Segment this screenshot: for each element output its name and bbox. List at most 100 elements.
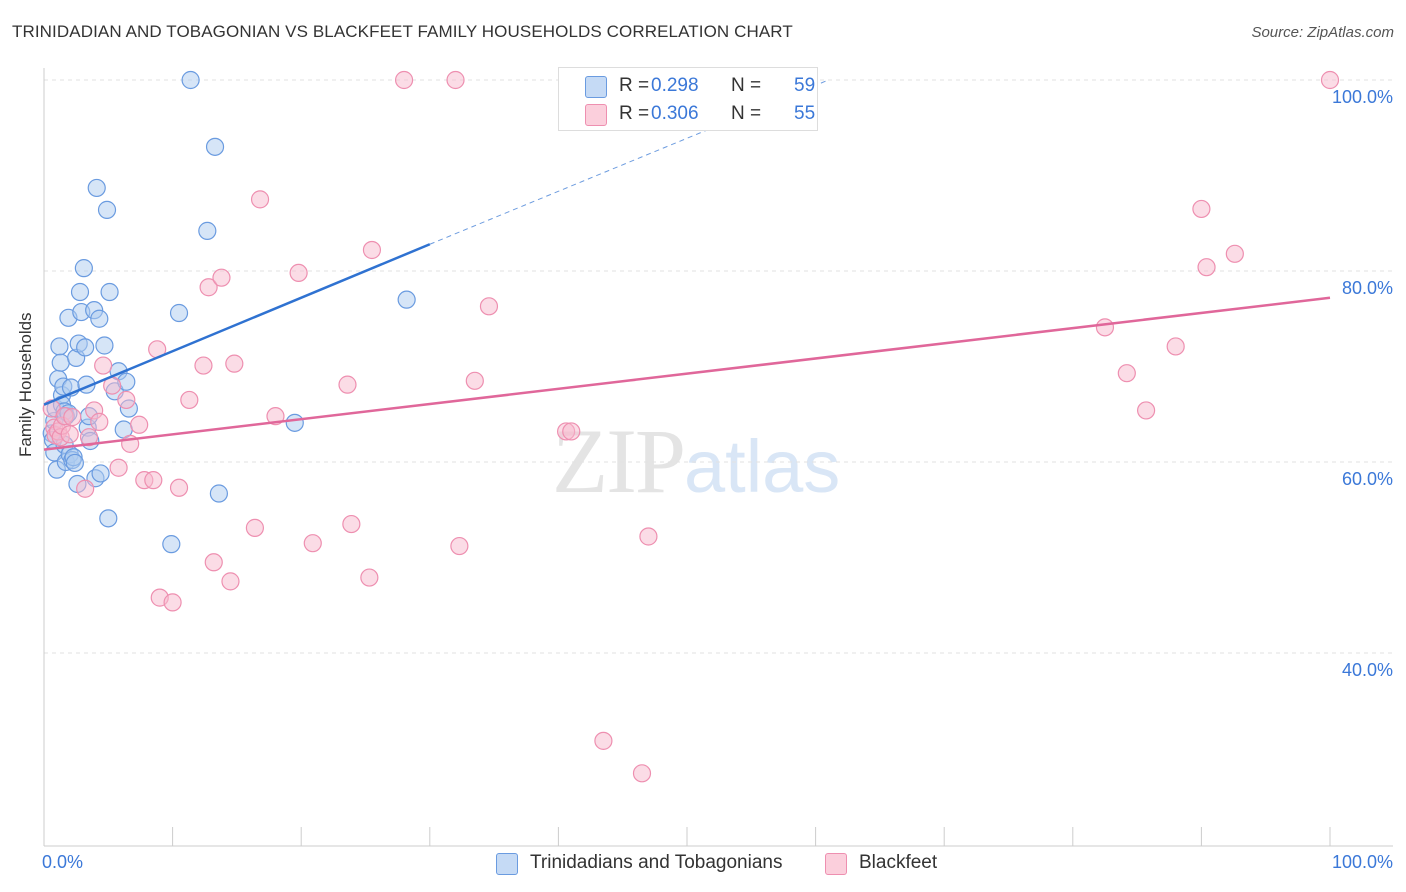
blackfeet-point-44	[465, 371, 484, 390]
blackfeet-point-56	[1197, 258, 1216, 277]
blackfeet-point-50	[639, 527, 658, 546]
x-tick-label-100: 100.0%	[1331, 852, 1393, 872]
blackfeet-point-29	[212, 268, 231, 287]
bottom-legend-swatch-pink	[825, 853, 847, 875]
blackfeet-point-47	[562, 422, 581, 441]
blackfeet-point-9	[76, 479, 95, 498]
trinidadians-point-37	[90, 309, 109, 328]
trinidadians-point-29	[76, 338, 95, 357]
trinidadians-point-49	[169, 303, 189, 323]
blackfeet-point-33	[250, 190, 270, 209]
blackfeet-point-58	[1320, 70, 1340, 90]
blackfeet-point-12	[90, 412, 109, 431]
blackfeet-point-18	[130, 415, 149, 434]
blackfeet-point-40	[362, 240, 382, 260]
blackfeet-point-51	[1095, 318, 1115, 337]
blackfeet-point-54	[1166, 337, 1185, 356]
trinidadians-point-52	[205, 137, 225, 156]
legend-n-label: N =	[731, 75, 762, 96]
trinidadians-point-40	[97, 200, 117, 219]
blackfeet-point-41	[394, 70, 414, 90]
blackfeet-point-15	[109, 458, 128, 477]
blackfeet-point-20	[144, 471, 163, 490]
watermark: ZIPatlas	[552, 408, 840, 514]
blackfeet-point-31	[225, 354, 244, 373]
bottom-legend-label: Trinidadians and Tobagonians	[530, 852, 783, 873]
blackfeet-point-36	[303, 534, 322, 553]
trinidadians-point-48	[162, 535, 181, 554]
trinidadians-point-53	[209, 484, 228, 503]
axes	[43, 68, 1393, 847]
watermark-atlas: atlas	[684, 425, 841, 508]
trinidadians-point-38	[91, 464, 110, 483]
series-blackfeet-points	[42, 70, 1340, 783]
blackfeet-point-28	[204, 553, 223, 572]
x-tick-label-0: 0.0%	[42, 852, 84, 872]
gridlines	[44, 79, 1393, 654]
blackfeet-point-45	[479, 297, 499, 316]
legend-r-label: R =	[619, 103, 650, 124]
legend-swatch-blue	[585, 76, 607, 98]
y-tick-label-80: 80.0%	[1341, 278, 1393, 298]
legend-r-value: 0.298	[651, 75, 699, 96]
chart-title: TRINIDADIAN AND TOBAGONIAN VS BLACKFEET …	[12, 22, 793, 41]
blackfeet-point-39	[360, 568, 379, 587]
blackfeet-point-48	[594, 731, 613, 750]
trend-lines	[43, 79, 1331, 451]
blackfeet-point-23	[163, 593, 182, 612]
bottom-legend-label: Blackfeet	[859, 852, 938, 873]
blackfeet-point-8	[63, 408, 82, 427]
trinidadians-point-7	[50, 337, 69, 356]
blackfeet-point-43	[450, 536, 469, 556]
trinidadians-point-28	[74, 259, 93, 278]
blackfeet-point-57	[1225, 244, 1244, 263]
legend-r-value: 0.306	[651, 103, 699, 124]
blackfeet-point-34	[266, 407, 285, 426]
legend-n-value: 59	[794, 75, 816, 96]
blackfeet-point-52	[1117, 364, 1136, 383]
trinidadians-point-26	[70, 282, 90, 302]
legend-r-label: R =	[619, 75, 650, 96]
y-tick-label-40: 40.0%	[1341, 660, 1393, 680]
trinidadians-point-54	[285, 413, 304, 432]
blackfeet-point-16	[117, 390, 136, 410]
blackfeet-point-27	[199, 278, 218, 297]
trinidadians-point-36	[87, 178, 106, 198]
blackfeet-point-35	[289, 263, 308, 283]
legend-n-label: N =	[731, 103, 762, 124]
legend-n-value: 55	[794, 103, 816, 124]
y-axis-label: Family Households	[16, 312, 35, 457]
blackfeet-point-55	[1192, 199, 1211, 219]
blackfeet-point-25	[180, 390, 199, 410]
blackfeet-point-10	[79, 428, 99, 447]
trend-line-blackfeet	[43, 296, 1331, 451]
blackfeet-point-13	[94, 356, 113, 375]
blackfeet-point-37	[338, 375, 357, 394]
trinidadians-point-39	[95, 336, 114, 355]
trinidadians-point-41	[100, 282, 119, 302]
blackfeet-point-7	[60, 425, 79, 444]
trinidadians-point-51	[198, 221, 217, 240]
x-tick-marks	[43, 827, 1331, 846]
blackfeet-point-38	[342, 514, 361, 534]
blackfeet-point-32	[245, 518, 265, 537]
trinidadians-point-22	[65, 453, 84, 473]
trinidadians-point-42	[99, 509, 118, 528]
blackfeet-point-49	[632, 764, 652, 783]
legend-swatch-pink	[585, 104, 607, 126]
correlation-legend: R = 0.298 N = 59 R = 0.306 N = 55	[558, 67, 818, 131]
y-tick-label-100: 100.0%	[1331, 87, 1393, 107]
trinidadians-point-8	[51, 353, 70, 372]
blackfeet-point-26	[194, 356, 213, 375]
trinidadians-point-55	[397, 290, 416, 309]
trend-line-trinidadians	[43, 243, 431, 406]
blackfeet-point-30	[221, 572, 240, 591]
source-note: Source: ZipAtlas.com	[1251, 24, 1394, 41]
blackfeet-point-53	[1137, 401, 1156, 420]
blackfeet-point-24	[169, 478, 189, 497]
blackfeet-point-42	[446, 70, 465, 90]
y-tick-label-60: 60.0%	[1341, 469, 1393, 489]
trinidadians-point-50	[181, 70, 200, 90]
series-trinidadians-points	[42, 70, 416, 554]
